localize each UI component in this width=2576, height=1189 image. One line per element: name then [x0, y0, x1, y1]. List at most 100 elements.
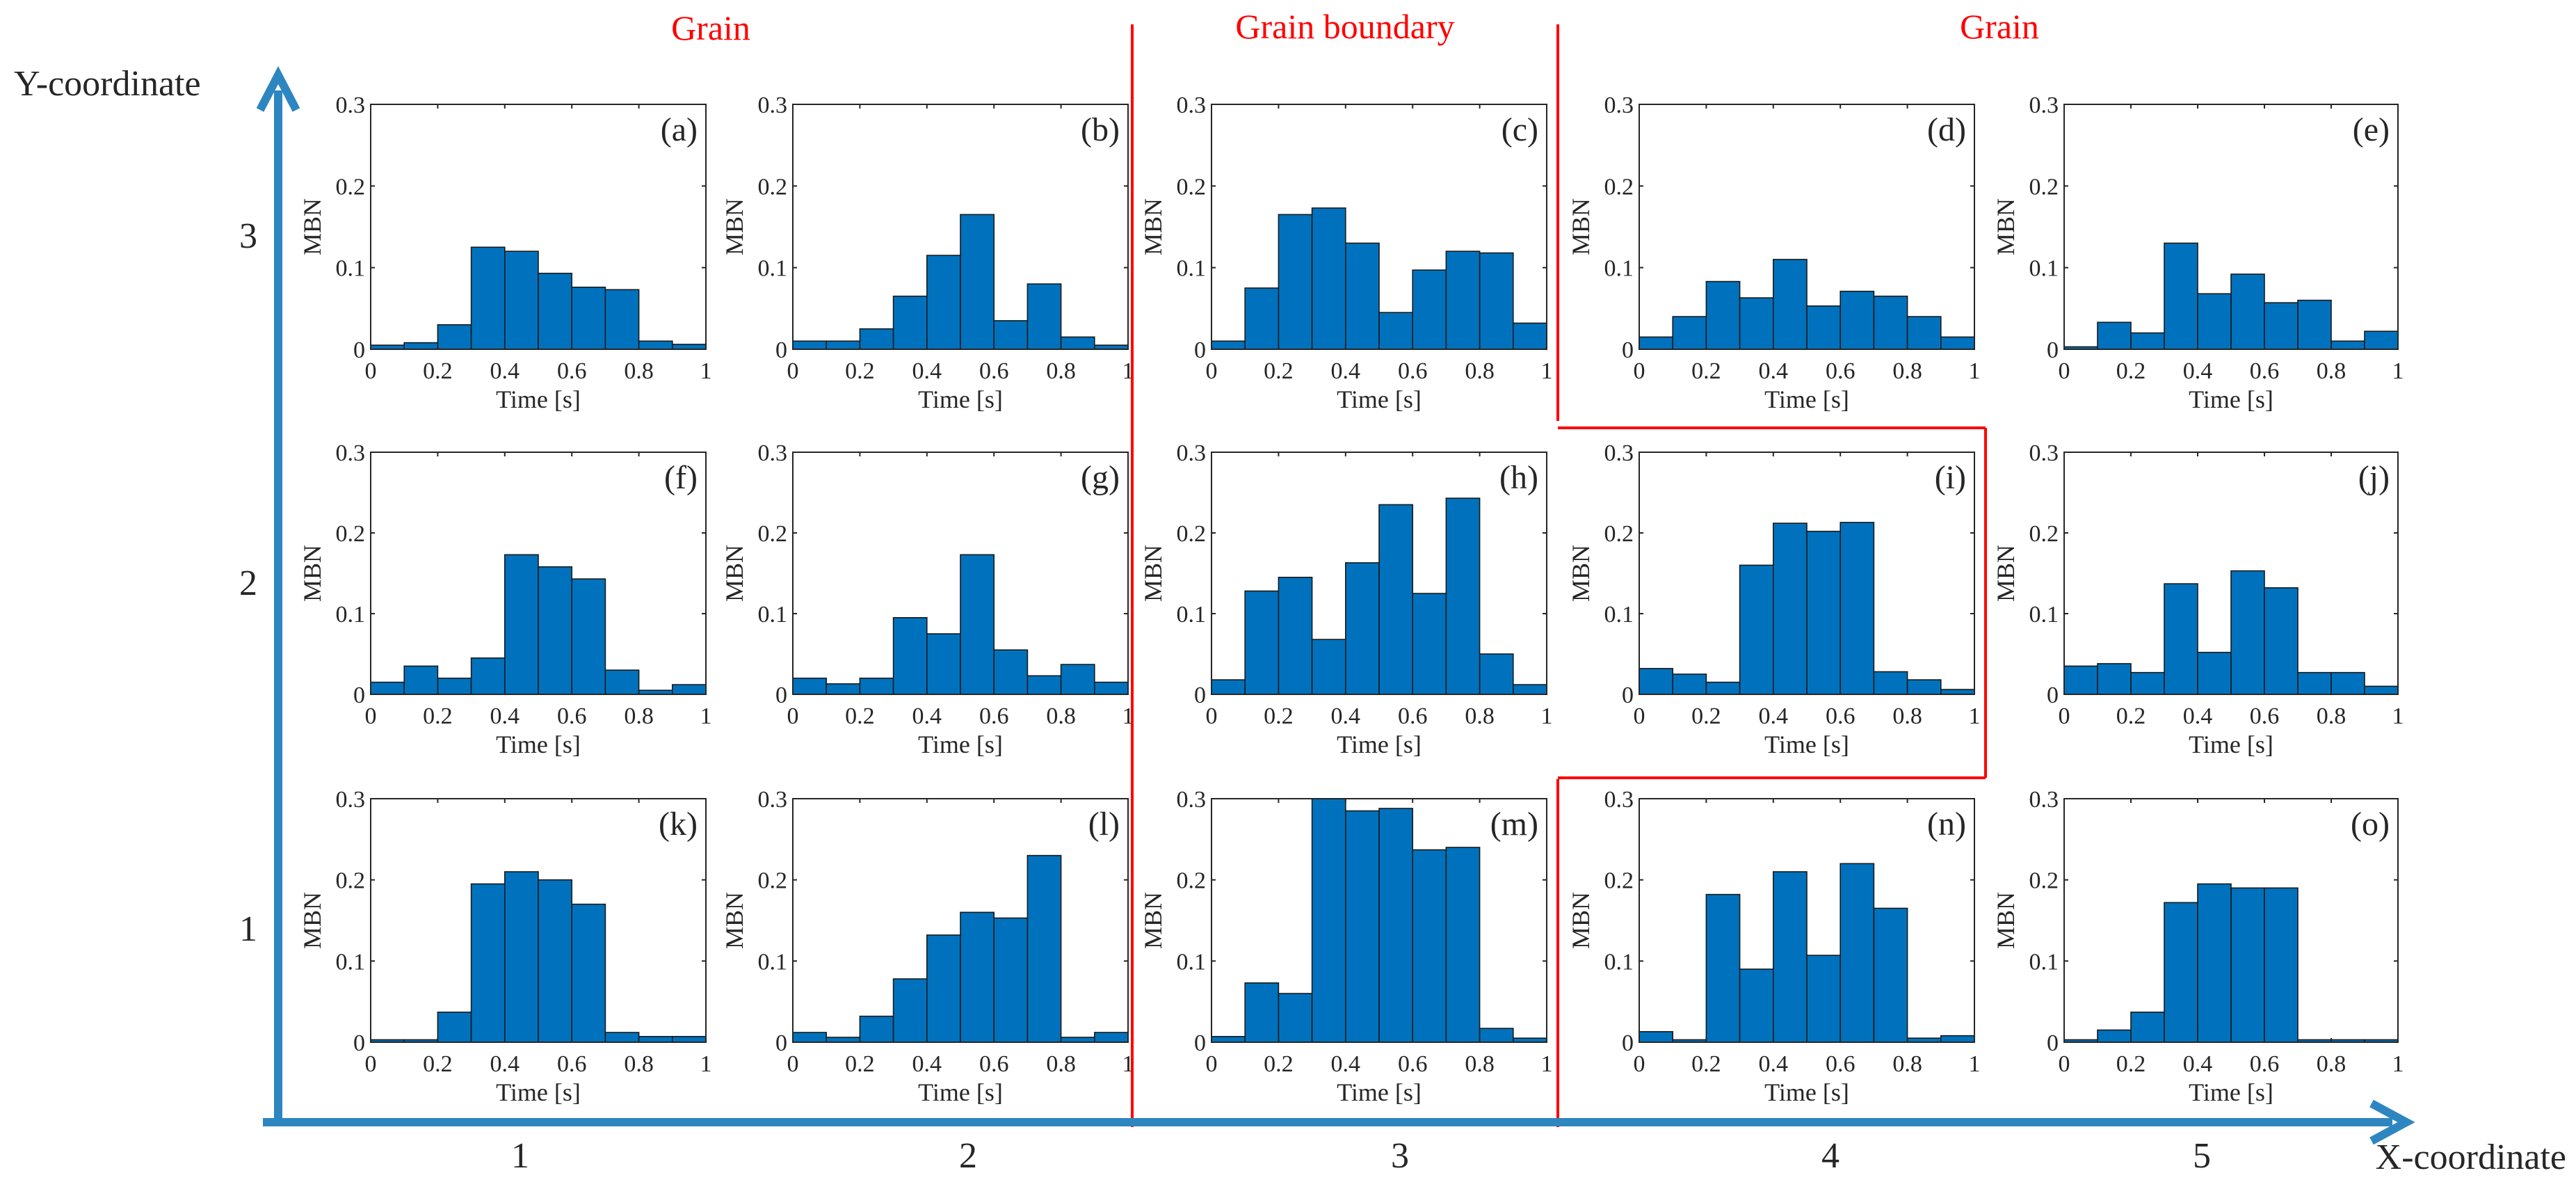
bar-k-8	[604, 1032, 640, 1043]
y-coord-tick-3: 3	[239, 216, 257, 256]
bar-b-8	[1027, 283, 1062, 350]
x-tick-label-j-5: 1	[2392, 703, 2404, 729]
y-tick-label-m-2: 0.2	[1177, 868, 1207, 894]
bar-l-8	[1027, 854, 1062, 1043]
x-tick-label-f-0: 0	[365, 703, 377, 729]
x-tick-label-d-1: 0.2	[1691, 358, 1721, 384]
bar-g-7	[993, 649, 1029, 695]
plot-frame-l	[792, 798, 1129, 1043]
x-tick-label-a-0: 0	[365, 358, 377, 384]
x-tick-label-b-0: 0	[787, 358, 799, 384]
y-tick-label-d-2: 0.2	[1604, 174, 1634, 200]
plot-frame-d	[1639, 104, 1975, 350]
y-tick-label-h-1: 0.1	[1177, 602, 1207, 628]
x-tick-label-b-1: 0.2	[845, 358, 875, 384]
x-tick-label-c-2: 0.4	[1331, 358, 1361, 384]
x-tick-label-b-3: 0.6	[979, 358, 1009, 384]
x-tick-label-j-4: 0.8	[2317, 703, 2346, 729]
bar-f-1	[370, 681, 405, 695]
x-tick-label-l-3: 0.6	[979, 1051, 1009, 1077]
x-axis-label-l: Time [s]	[918, 1078, 1003, 1106]
x-tick-label-c-0: 0	[1206, 358, 1218, 384]
bar-e-4	[2164, 242, 2198, 350]
bar-c-8	[1445, 250, 1481, 350]
bar-a-2	[403, 342, 439, 350]
plot-frame-b	[792, 104, 1129, 350]
bar-a-9	[638, 340, 673, 350]
x-tick-label-m-4: 0.8	[1465, 1051, 1495, 1077]
y-tick-label-g-1: 0.1	[758, 602, 788, 628]
x-tick-label-e-2: 0.4	[2183, 358, 2213, 384]
bar-d-2	[1672, 316, 1707, 350]
y-tick-label-e-2: 0.2	[2029, 174, 2059, 200]
bar-f-7	[571, 578, 606, 695]
panel-e: 0 0.2 0.4 0.6 0.8 1 0 0.1 0.2 0.3 Time [s] MBN (e)	[1992, 93, 2404, 413]
x-coord-tick-2: 2	[959, 1136, 977, 1176]
bar-j-6	[2230, 570, 2265, 695]
bar-i-10	[1940, 689, 1975, 695]
panel-n: 0 0.2 0.4 0.6 0.8 1 0 0.1 0.2 0.3 Time [s] MBN (n)	[1567, 787, 1981, 1106]
bar-i-1	[1639, 668, 1674, 695]
x-tick-label-i-0: 0	[1634, 703, 1645, 729]
x-tick-label-k-2: 0.4	[490, 1051, 520, 1077]
y-tick-label-c-0: 0	[1194, 337, 1206, 363]
y-axis-label-e: MBN	[1992, 198, 2020, 255]
bar-d-1	[1639, 336, 1674, 350]
x-tick-label-f-5: 1	[700, 703, 712, 729]
plot-frame-f	[370, 452, 707, 695]
x-tick-label-l-2: 0.4	[912, 1051, 942, 1077]
x-tick-label-m-1: 0.2	[1264, 1051, 1294, 1077]
bar-m-3	[1278, 993, 1313, 1043]
region-label-grain-right: Grain	[1960, 7, 2039, 46]
bar-n-5	[1773, 871, 1808, 1043]
x-tick-label-e-0: 0	[2059, 358, 2070, 384]
y-tick-label-m-0: 0	[1194, 1030, 1206, 1056]
panel-label-e: (e)	[2353, 111, 2390, 148]
y-coord-tick-1: 1	[239, 909, 257, 949]
bar-l-10	[1094, 1032, 1129, 1043]
x-axis-label-d: Time [s]	[1764, 385, 1849, 413]
x-tick-label-h-3: 0.6	[1398, 703, 1428, 729]
bar-b-7	[993, 320, 1029, 350]
x-tick-label-c-5: 1	[1541, 358, 1553, 384]
y-tick-label-f-1: 0.1	[336, 602, 366, 628]
x-axis-label-n: Time [s]	[1764, 1078, 1849, 1106]
y-axis-label-j: MBN	[1992, 545, 2020, 602]
y-tick-label-o-0: 0	[2047, 1030, 2059, 1056]
y-tick-label-g-2: 0.2	[758, 521, 788, 547]
panel-label-o: (o)	[2351, 806, 2390, 843]
bar-h-8	[1445, 497, 1481, 695]
plot-frame-e	[2063, 104, 2399, 350]
panel-label-i: (i)	[1935, 459, 1966, 496]
x-tick-label-i-3: 0.6	[1826, 703, 1855, 729]
bar-k-9	[638, 1036, 673, 1043]
bar-d-5	[1773, 259, 1808, 350]
bar-a-3	[437, 324, 472, 350]
bar-l-5	[926, 934, 961, 1043]
y-tick-label-n-0: 0	[1622, 1030, 1634, 1056]
x-tick-label-e-4: 0.8	[2317, 358, 2346, 384]
bar-j-3	[2130, 671, 2165, 695]
region-label-grain-left: Grain	[671, 8, 750, 47]
x-tick-label-e-3: 0.6	[2250, 358, 2280, 384]
bar-j-10	[2364, 685, 2399, 695]
x-tick-label-f-2: 0.4	[490, 703, 520, 729]
y-tick-label-n-3: 0.3	[1604, 787, 1634, 813]
bar-o-4	[2164, 902, 2198, 1043]
x-tick-label-f-1: 0.2	[423, 703, 453, 729]
x-tick-label-f-4: 0.8	[624, 703, 654, 729]
y-axis-label-o: MBN	[1992, 892, 2020, 949]
x-tick-label-b-4: 0.8	[1046, 358, 1076, 384]
bar-b-9	[1060, 336, 1095, 350]
bar-m-4	[1311, 798, 1346, 1043]
y-axis-label-h: MBN	[1139, 545, 1167, 602]
y-tick-label-j-0: 0	[2047, 683, 2059, 708]
y-tick-label-f-0: 0	[353, 683, 365, 708]
bar-o-2	[2097, 1029, 2132, 1043]
panel-m: 0 0.2 0.4 0.6 0.8 1 0 0.1 0.2 0.3 Time [s] MBN (m)	[1139, 787, 1553, 1106]
x-axis-title: X-coordinate	[2376, 1138, 2566, 1177]
y-axis-label-a: MBN	[298, 198, 326, 255]
bar-l-4	[892, 978, 928, 1043]
panel-label-c: (c)	[1502, 111, 1538, 148]
